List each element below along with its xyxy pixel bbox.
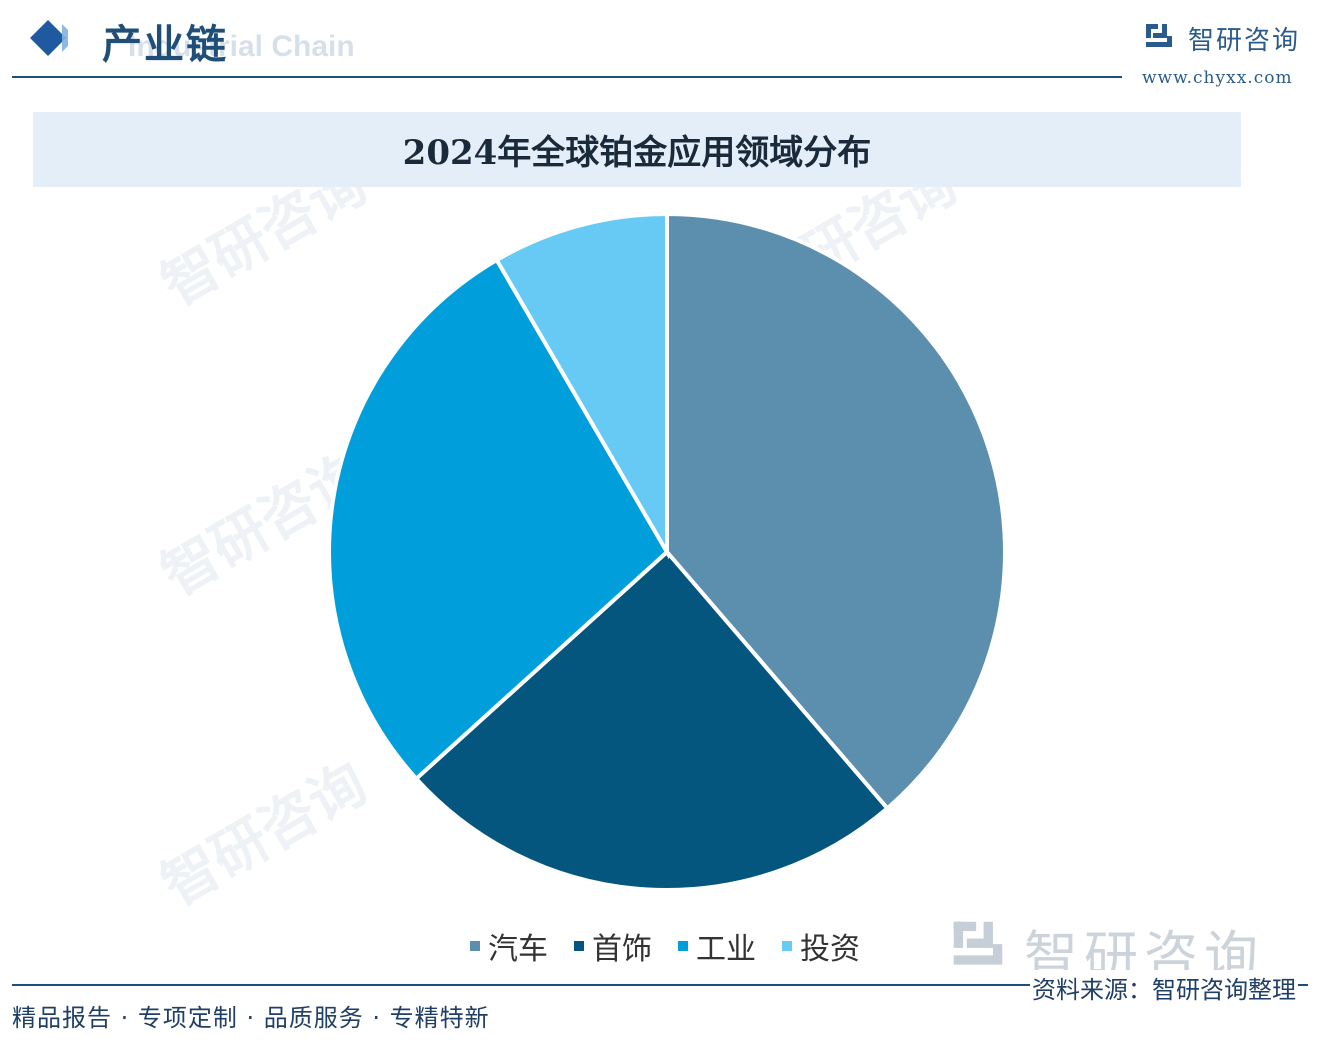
legend-swatch xyxy=(574,941,584,951)
watermark-logo-icon xyxy=(953,921,1003,965)
header-subtitle: Industrial Chain xyxy=(128,30,355,63)
pie-slice-首饰 xyxy=(413,549,891,892)
header: Industrial Chain 产业链 智研咨询 www.chyxx.com xyxy=(0,0,1320,96)
logo-icon xyxy=(1146,24,1172,47)
legend-item: 工业 xyxy=(678,924,756,968)
legend-item: 投资 xyxy=(782,924,860,968)
chart-title: 2024年全球铂金应用领域分布 xyxy=(402,133,872,173)
page-title: 产业链 xyxy=(102,21,228,68)
source-note: 资料来源：智研咨询整理 xyxy=(1030,970,1298,1005)
legend-label: 工业 xyxy=(696,932,756,967)
legend-item: 汽车 xyxy=(470,924,548,968)
footer-slogan: 精品报告 · 专项定制 · 品质服务 · 专精特新 xyxy=(12,1004,490,1032)
legend-label: 汽车 xyxy=(488,932,548,967)
legend-item: 首饰 xyxy=(574,924,652,968)
logo-text: 智研咨询 xyxy=(1188,26,1301,56)
pie-slice-汽车 xyxy=(665,211,1007,812)
header-divider xyxy=(12,76,1122,78)
legend-label: 首饰 xyxy=(592,932,652,967)
footer-divider xyxy=(12,984,1308,986)
legend-label: 投资 xyxy=(800,932,860,967)
pie-slice-投资 xyxy=(494,211,669,560)
diamond-icon xyxy=(30,20,68,56)
legend-swatch xyxy=(782,941,792,951)
pie-slice-工业 xyxy=(327,257,670,782)
chart-legend: 汽车 首饰 工业 投资 xyxy=(470,924,860,968)
chart-title-band: 2024年全球铂金应用领域分布 xyxy=(33,112,1241,187)
logo-url: www.chyxx.com xyxy=(1142,68,1293,88)
legend-swatch xyxy=(678,941,688,951)
legend-swatch xyxy=(470,941,480,951)
